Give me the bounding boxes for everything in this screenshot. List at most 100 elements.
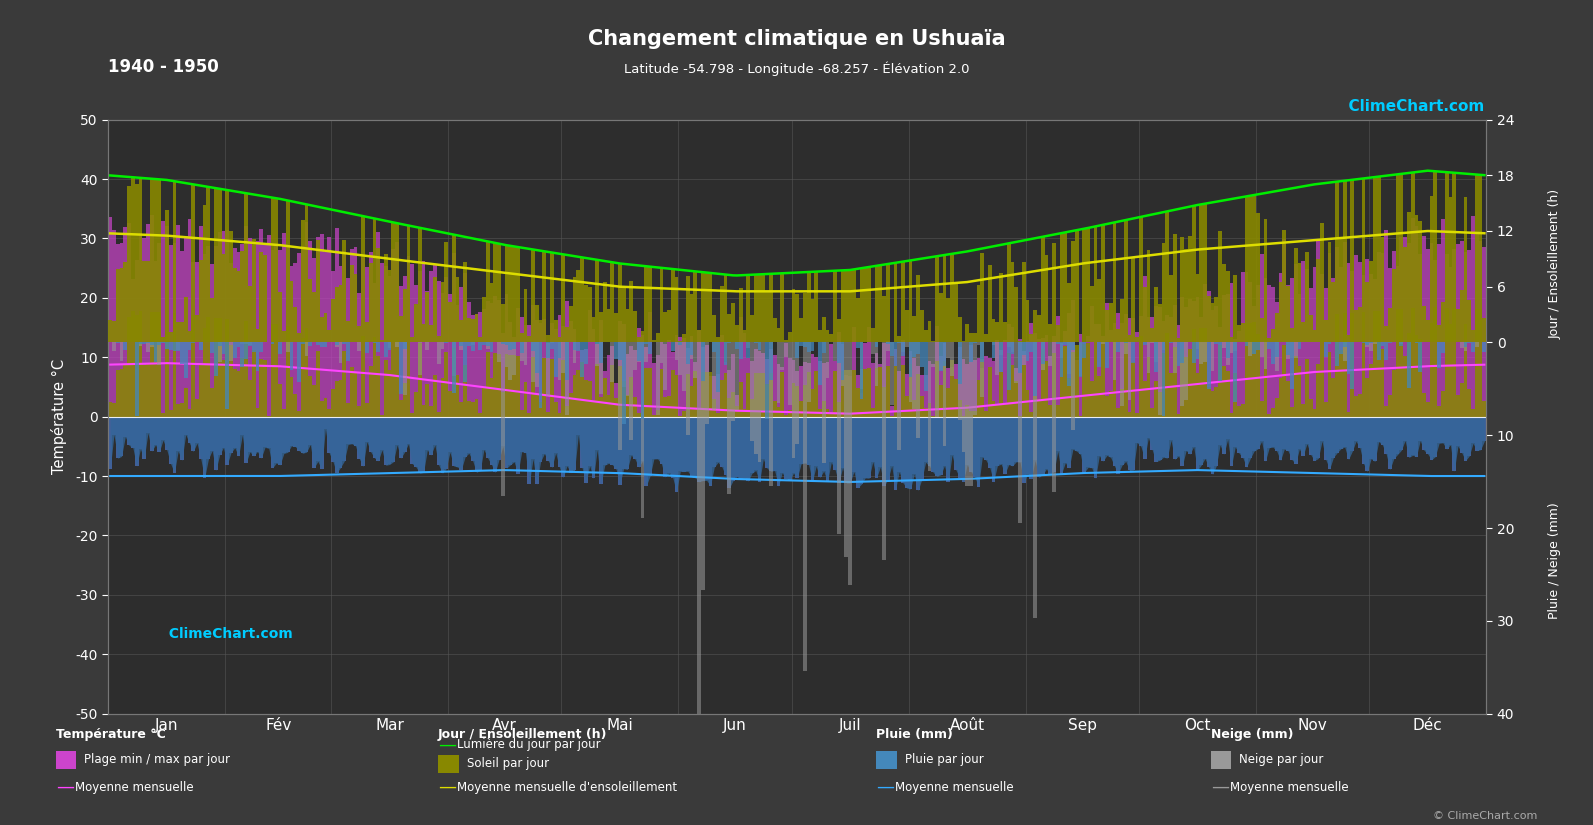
- Bar: [847, 375, 852, 483]
- Bar: [1064, 342, 1067, 345]
- Bar: [1082, 342, 1086, 473]
- Bar: [1010, 342, 1015, 351]
- Bar: [1034, 310, 1037, 342]
- Bar: [704, 417, 709, 480]
- Bar: [1037, 339, 1040, 478]
- Bar: [894, 365, 897, 417]
- Bar: [161, 413, 166, 417]
- Bar: [331, 299, 335, 342]
- Bar: [921, 396, 924, 417]
- Bar: [1456, 309, 1459, 342]
- Bar: [527, 412, 530, 417]
- Bar: [1395, 174, 1399, 342]
- Bar: [1252, 195, 1255, 342]
- Bar: [781, 367, 784, 473]
- Bar: [913, 342, 916, 408]
- Bar: [693, 271, 698, 342]
- Bar: [1249, 282, 1252, 459]
- Bar: [1399, 309, 1403, 417]
- Bar: [1180, 350, 1184, 417]
- Bar: [679, 337, 682, 471]
- Bar: [789, 417, 792, 480]
- Text: —: —: [1211, 778, 1228, 796]
- Bar: [637, 417, 640, 467]
- Bar: [1445, 417, 1448, 449]
- Bar: [1082, 342, 1086, 358]
- Bar: [489, 342, 494, 352]
- Bar: [701, 417, 704, 481]
- Bar: [1222, 417, 1225, 455]
- Bar: [252, 342, 255, 351]
- Bar: [1392, 417, 1395, 459]
- Bar: [561, 361, 566, 417]
- Bar: [177, 342, 180, 351]
- Bar: [1090, 306, 1094, 468]
- Bar: [1384, 230, 1388, 454]
- Bar: [1415, 417, 1418, 456]
- Bar: [1142, 417, 1147, 459]
- Bar: [1464, 197, 1467, 342]
- Bar: [1112, 223, 1117, 342]
- Bar: [1298, 294, 1301, 449]
- Bar: [712, 417, 717, 467]
- Bar: [513, 337, 516, 462]
- Bar: [878, 265, 883, 342]
- Bar: [1142, 276, 1147, 459]
- Bar: [483, 342, 486, 346]
- Bar: [127, 223, 131, 446]
- Bar: [773, 417, 776, 470]
- Bar: [1203, 328, 1207, 417]
- Text: Neige (mm): Neige (mm): [1211, 728, 1294, 741]
- Bar: [444, 242, 448, 342]
- Bar: [656, 355, 660, 459]
- Bar: [596, 344, 599, 450]
- Bar: [897, 371, 902, 472]
- Bar: [999, 417, 1004, 464]
- Bar: [640, 342, 645, 518]
- Bar: [1023, 342, 1026, 365]
- Bar: [626, 395, 629, 417]
- Bar: [833, 271, 836, 342]
- Bar: [331, 417, 335, 462]
- Bar: [1109, 417, 1112, 457]
- Bar: [652, 363, 656, 459]
- Bar: [1230, 342, 1233, 353]
- Bar: [977, 342, 980, 345]
- Bar: [342, 417, 346, 461]
- Bar: [1010, 342, 1015, 354]
- Bar: [585, 380, 588, 417]
- Bar: [225, 319, 229, 417]
- Bar: [701, 342, 704, 381]
- Bar: [1192, 417, 1196, 446]
- Bar: [293, 417, 296, 446]
- Bar: [365, 417, 370, 441]
- Bar: [346, 417, 350, 445]
- Bar: [943, 361, 946, 417]
- Bar: [927, 342, 932, 471]
- Bar: [1117, 329, 1120, 342]
- Bar: [883, 387, 886, 417]
- Bar: [403, 342, 406, 394]
- Bar: [1309, 399, 1313, 417]
- Bar: [467, 302, 472, 453]
- Bar: [1109, 391, 1112, 417]
- Bar: [591, 400, 596, 417]
- Bar: [500, 332, 505, 446]
- Bar: [938, 385, 943, 417]
- Bar: [312, 417, 315, 468]
- Bar: [1260, 401, 1263, 417]
- Bar: [577, 342, 580, 435]
- Bar: [648, 342, 652, 354]
- Bar: [690, 342, 693, 356]
- Bar: [1101, 342, 1106, 345]
- Bar: [867, 267, 871, 342]
- Bar: [1139, 417, 1142, 446]
- Bar: [769, 417, 773, 471]
- Bar: [218, 318, 221, 417]
- Bar: [554, 329, 558, 453]
- Bar: [112, 417, 116, 435]
- Bar: [1147, 317, 1150, 438]
- Bar: [123, 365, 127, 417]
- Bar: [1067, 313, 1070, 468]
- Bar: [1037, 314, 1040, 342]
